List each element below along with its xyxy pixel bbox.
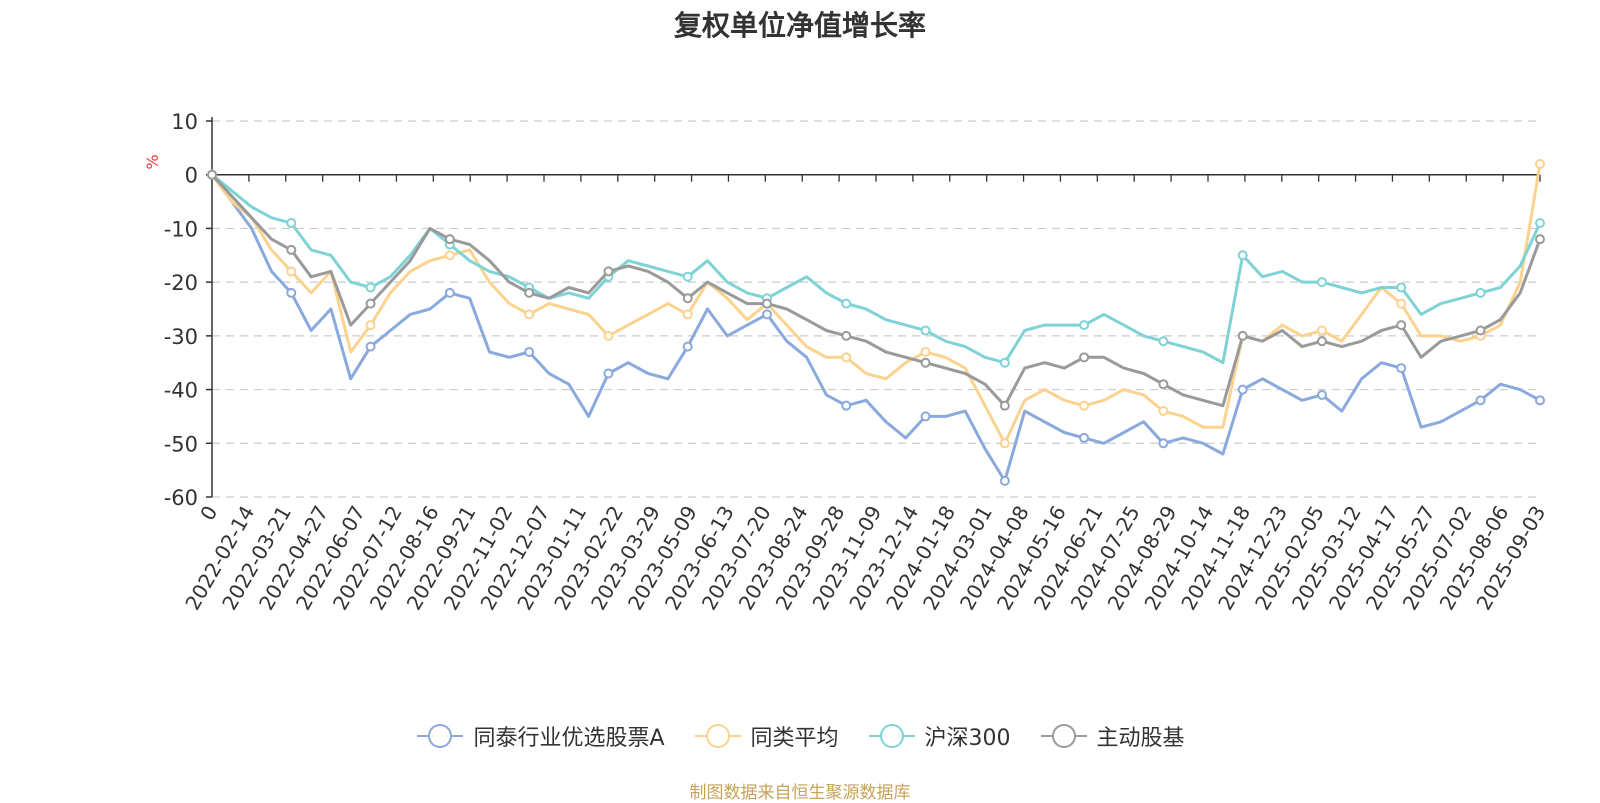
series-2-point [524,309,535,320]
series-1-point [1316,389,1327,400]
legend-item-2[interactable]: 同类平均 [693,720,839,752]
legend-label: 沪深300 [924,726,1011,751]
series-1-point [761,309,772,320]
series-1-point [1475,395,1486,406]
series-line-3 [211,173,1542,365]
y-tick-label: 10 [171,110,198,134]
series-1-point [1396,363,1407,374]
series-4-point [603,266,614,277]
series-4-point [682,293,693,304]
legend-symbol-icon [694,724,741,748]
series-3-point [1535,218,1545,229]
series-1-point [1158,438,1169,449]
series-4-point [1079,352,1090,363]
series-4-point [1535,234,1545,245]
legend-label: 同类平均 [750,726,839,751]
series-4-point [1316,336,1327,347]
legend-symbol-icon [1040,724,1087,748]
series-4-point [1396,320,1407,331]
series-3-point [1158,336,1169,347]
series-2-point [920,346,931,357]
series-4-point [999,400,1010,411]
series-line-1 [210,173,1541,483]
series-1-point [603,368,614,379]
series-3-point [1396,282,1407,293]
y-tick-label: 0 [185,164,198,188]
series-2-point [444,250,455,261]
series-2-point [286,266,297,277]
series-4-point [365,298,376,309]
series-3-point [1475,287,1486,298]
y-tick-label: -20 [164,271,198,295]
legend-symbol-icon [417,724,464,748]
series-4-point [1158,379,1169,390]
series-line-2 [210,163,1542,445]
series-4-point [761,298,772,309]
series-3-point [682,271,693,282]
series-3-point [920,325,931,336]
legend-label: 同泰行业优选股票A [473,726,665,751]
legend-item-4[interactable]: 主动股基 [1039,720,1185,752]
series-4-point [286,244,297,255]
series-3-point [1237,250,1248,261]
series-1-point [524,346,535,357]
y-tick-label: -10 [164,217,198,241]
series-1-point [365,341,376,352]
y-tick-label: -60 [164,486,198,510]
series-2-point [682,309,693,320]
series-2-point [1079,400,1090,411]
series-2-point [841,352,852,363]
series-2-point [999,438,1010,449]
y-tick-label: -40 [164,379,198,403]
chart-legend: 同泰行业优选股票A 同类平均 沪深300 主动股基 [0,720,1600,752]
series-1-point [682,341,693,352]
series-4-point [524,287,535,298]
series-2-point [1158,406,1169,417]
y-tick-label: -50 [164,432,198,456]
series-1-point [1079,432,1090,443]
line-chart: 100-10-20-30-40-50-60%02022-02-142022-03… [143,110,1550,614]
series-3-point [841,298,852,309]
series-1-point [286,287,297,298]
series-4-point [207,169,217,180]
series-2-point [365,320,376,331]
legend-symbol-icon [868,724,915,748]
series-4-point [444,234,455,245]
series-2-point [1396,298,1407,309]
series-1-point [841,400,852,411]
series-4-point [1475,325,1486,336]
series-1-point [444,287,455,298]
legend-item-3[interactable]: 沪深300 [867,720,1011,752]
x-tick-label: 0 [195,502,222,525]
series-3-point [999,357,1010,368]
series-3-point [1316,277,1327,288]
series-2-point [603,330,614,341]
chart-title: 复权单位净值增长率 [673,9,926,42]
y-axis-label: % [143,154,162,169]
series-1-point [999,475,1010,486]
series-4-point [1237,330,1248,341]
series-line-4 [210,173,1542,408]
legend-item-1[interactable]: 同泰行业优选股票A [415,720,665,752]
series-2-point [1535,158,1545,169]
series-1-point [1237,384,1248,395]
y-tick-label: -30 [164,325,198,349]
series-2-point [1316,325,1327,336]
series-3-point [286,218,297,229]
series-1-point [920,411,931,422]
series-3-point [1079,320,1090,331]
legend-label: 主动股基 [1096,726,1185,751]
series-4-point [920,357,931,368]
data-source-note: 制图数据来自恒生聚源数据库 [689,783,911,803]
series-4-point [841,330,852,341]
series-3-point [365,282,376,293]
series-1-point [1535,395,1545,406]
